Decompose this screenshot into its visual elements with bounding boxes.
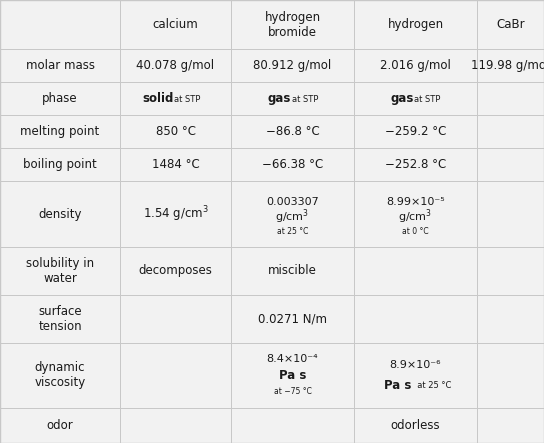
Bar xyxy=(477,82,544,115)
Text: −252.8 °C: −252.8 °C xyxy=(385,158,446,171)
Text: dynamic
viscosity: dynamic viscosity xyxy=(34,361,85,389)
Bar xyxy=(477,342,544,408)
Bar xyxy=(231,148,354,181)
Bar xyxy=(477,295,544,342)
Text: molar mass: molar mass xyxy=(26,59,95,72)
Text: at 25 °C: at 25 °C xyxy=(412,381,452,390)
Bar xyxy=(0,247,120,295)
Bar xyxy=(0,115,120,148)
Bar xyxy=(0,82,120,115)
Text: decomposes: decomposes xyxy=(139,264,213,277)
Text: Pa s: Pa s xyxy=(384,379,411,392)
Bar xyxy=(354,115,477,148)
Bar xyxy=(120,342,231,408)
Text: boiling point: boiling point xyxy=(23,158,97,171)
Bar xyxy=(0,0,120,50)
Text: −66.38 °C: −66.38 °C xyxy=(262,158,323,171)
Text: hydrogen
bromide: hydrogen bromide xyxy=(264,11,320,39)
Bar xyxy=(354,247,477,295)
Bar xyxy=(0,342,120,408)
Bar xyxy=(354,408,477,443)
Bar xyxy=(120,247,231,295)
Bar xyxy=(477,247,544,295)
Text: solid: solid xyxy=(142,92,174,105)
Bar xyxy=(120,82,231,115)
Bar xyxy=(354,0,477,50)
Text: at 0 °C: at 0 °C xyxy=(402,227,429,236)
Bar xyxy=(231,295,354,342)
Bar xyxy=(477,0,544,50)
Text: miscible: miscible xyxy=(268,264,317,277)
Bar xyxy=(231,247,354,295)
Bar xyxy=(0,181,120,247)
Text: at 25 °C: at 25 °C xyxy=(277,227,308,236)
Bar xyxy=(477,408,544,443)
Text: −86.8 °C: −86.8 °C xyxy=(265,125,319,138)
Text: 1.54 g/cm$^{3}$: 1.54 g/cm$^{3}$ xyxy=(143,204,208,224)
Text: odorless: odorless xyxy=(391,419,440,432)
Bar xyxy=(477,115,544,148)
Text: Pa s: Pa s xyxy=(279,369,306,382)
Bar xyxy=(120,408,231,443)
Bar xyxy=(354,82,477,115)
Text: 0.0271 N/m: 0.0271 N/m xyxy=(258,312,327,325)
Text: 1484 °C: 1484 °C xyxy=(152,158,199,171)
Bar xyxy=(120,148,231,181)
Bar xyxy=(120,0,231,50)
Bar xyxy=(0,148,120,181)
Text: at STP: at STP xyxy=(175,95,201,104)
Text: 8.9×10⁻⁶: 8.9×10⁻⁶ xyxy=(390,360,441,370)
Text: melting point: melting point xyxy=(20,125,100,138)
Text: at STP: at STP xyxy=(292,95,318,104)
Bar xyxy=(231,115,354,148)
Bar xyxy=(354,50,477,82)
Bar xyxy=(120,181,231,247)
Bar xyxy=(354,181,477,247)
Text: phase: phase xyxy=(42,92,78,105)
Text: solubility in
water: solubility in water xyxy=(26,257,94,285)
Bar xyxy=(120,115,231,148)
Text: 80.912 g/mol: 80.912 g/mol xyxy=(254,59,332,72)
Bar xyxy=(231,408,354,443)
Bar xyxy=(231,181,354,247)
Text: odor: odor xyxy=(47,419,73,432)
Text: 850 °C: 850 °C xyxy=(156,125,195,138)
Bar xyxy=(231,50,354,82)
Bar xyxy=(231,342,354,408)
Text: g/cm$^{3}$: g/cm$^{3}$ xyxy=(275,208,310,226)
Bar xyxy=(354,342,477,408)
Text: 119.98 g/mol: 119.98 g/mol xyxy=(471,59,544,72)
Text: g/cm$^{3}$: g/cm$^{3}$ xyxy=(398,208,432,226)
Text: −259.2 °C: −259.2 °C xyxy=(385,125,446,138)
Bar xyxy=(477,50,544,82)
Text: 0.003307: 0.003307 xyxy=(266,198,319,207)
Bar xyxy=(120,295,231,342)
Text: CaBr: CaBr xyxy=(496,18,525,31)
Text: density: density xyxy=(38,208,82,221)
Text: 8.4×10⁻⁴: 8.4×10⁻⁴ xyxy=(267,354,318,364)
Bar xyxy=(0,408,120,443)
Bar xyxy=(477,148,544,181)
Bar xyxy=(120,50,231,82)
Text: calcium: calcium xyxy=(153,18,199,31)
Text: 8.99×10⁻⁵: 8.99×10⁻⁵ xyxy=(386,198,445,207)
Bar xyxy=(477,181,544,247)
Bar xyxy=(231,0,354,50)
Bar xyxy=(354,295,477,342)
Text: 40.078 g/mol: 40.078 g/mol xyxy=(137,59,214,72)
Text: surface
tension: surface tension xyxy=(38,305,82,333)
Bar xyxy=(0,295,120,342)
Text: gas: gas xyxy=(267,92,290,105)
Text: gas: gas xyxy=(390,92,413,105)
Text: 2.016 g/mol: 2.016 g/mol xyxy=(380,59,451,72)
Text: hydrogen: hydrogen xyxy=(387,18,443,31)
Bar xyxy=(354,148,477,181)
Text: at STP: at STP xyxy=(415,95,441,104)
Text: at −75 °C: at −75 °C xyxy=(274,388,311,396)
Bar xyxy=(0,50,120,82)
Bar xyxy=(231,82,354,115)
